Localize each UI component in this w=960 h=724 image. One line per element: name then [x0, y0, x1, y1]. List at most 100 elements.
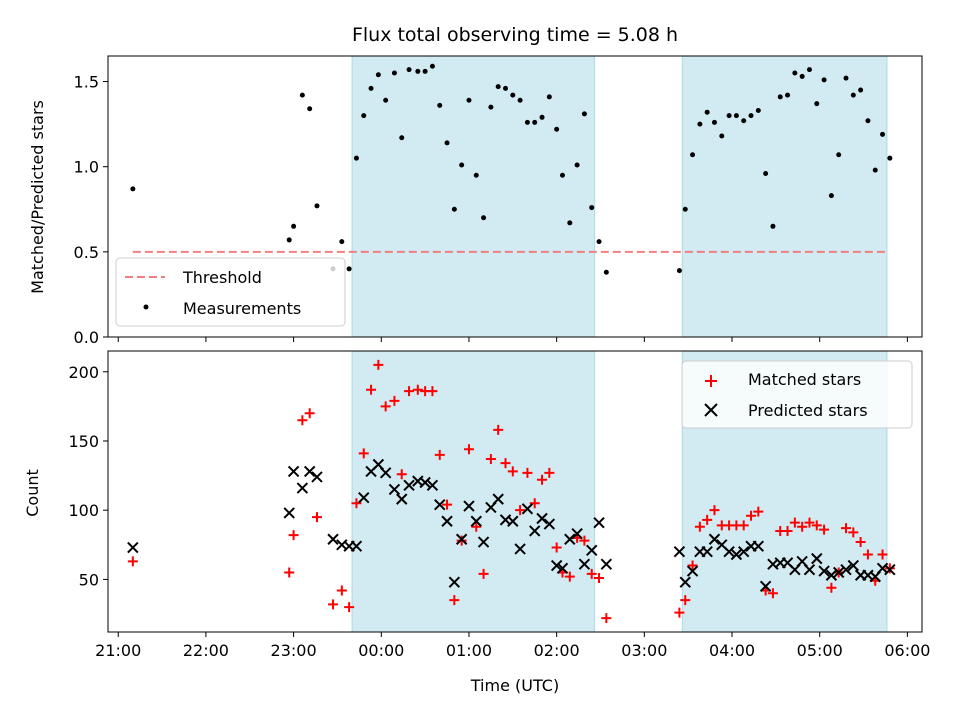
matched-star-point	[702, 514, 713, 525]
y-tick-label: 1.5	[74, 73, 99, 92]
matched-star-point	[507, 466, 518, 477]
measurement-point	[383, 97, 389, 103]
predicted-star-point	[396, 493, 408, 505]
matched-star-point	[304, 408, 315, 419]
measurement-point	[473, 172, 479, 178]
predicted-star-point	[403, 479, 415, 491]
measurement-point	[697, 121, 703, 127]
bottom-legend: Matched stars Predicted stars	[681, 360, 913, 429]
predicted-star-point	[723, 546, 735, 558]
measurement-point	[596, 239, 602, 245]
predicted-star-point	[477, 536, 490, 548]
matched-star-point	[709, 505, 720, 516]
predicted-star-point	[803, 564, 816, 576]
y-tick-label: 100	[68, 501, 99, 520]
predicted-star-point	[521, 503, 534, 515]
matched-star-point	[680, 595, 691, 606]
matched-star-point	[127, 556, 138, 567]
top-legend-box	[115, 257, 346, 327]
matched-star-point	[404, 386, 415, 397]
measurement-point	[503, 85, 509, 91]
predicted-star-point	[571, 528, 583, 540]
measurement-point	[466, 97, 472, 103]
predicted-star-point	[507, 515, 519, 527]
matched-star-point	[674, 607, 685, 618]
matched-star-point	[412, 384, 423, 395]
top-panel: 0.0 0.5 1.0 1.5 Matched/Predicted stars Thr…	[28, 55, 923, 347]
predicted-star-point	[514, 543, 526, 555]
matched-star-point	[841, 523, 852, 534]
x-axis-label: Time (UTC)	[470, 676, 559, 695]
predicted-star-point	[287, 465, 300, 478]
predicted-star-point	[832, 566, 845, 579]
predicted-star-point	[434, 498, 446, 511]
matched-star-point	[767, 588, 778, 599]
measurement-point	[539, 114, 545, 120]
predicted-star-point	[303, 465, 316, 478]
matched-star-point	[601, 613, 612, 624]
x-tick-label: 22:00	[183, 641, 229, 660]
measurement-point	[399, 135, 405, 141]
matched-star-point	[877, 549, 888, 560]
predicted-star-point	[529, 525, 541, 537]
measurement-point	[603, 269, 609, 275]
y-tick-label: 1.0	[74, 158, 99, 177]
bottom-y-axis-label: Count	[23, 469, 42, 517]
matched-star-point	[471, 521, 482, 532]
measurement-point	[589, 205, 595, 211]
matched-star-point	[544, 467, 555, 478]
matched-star-point	[594, 573, 605, 584]
measurement-point	[481, 215, 487, 221]
measurement-point	[763, 171, 769, 177]
matched-star-point	[515, 505, 526, 516]
measurement-point	[872, 167, 878, 173]
matched-star-point	[389, 395, 400, 406]
matched-star-point	[753, 506, 764, 517]
predicted-star-point	[752, 540, 765, 552]
matched-star-point	[478, 568, 489, 579]
measurement-point	[748, 113, 754, 119]
x-tick-label: 05:00	[797, 641, 843, 660]
predicted-star-point	[673, 546, 686, 558]
matched-star-point	[694, 521, 705, 532]
measurement-point	[880, 131, 886, 137]
measurement-point	[814, 101, 820, 107]
matched-star-point	[687, 560, 698, 571]
top-plot-frame	[107, 55, 923, 338]
measurement-point	[510, 92, 516, 98]
predicted-star-point	[283, 507, 295, 519]
measurement-point	[429, 63, 435, 69]
predicted-star-point	[593, 516, 605, 529]
predicted-star-point	[847, 559, 860, 572]
matched-star-point	[351, 498, 362, 509]
measurement-point	[353, 155, 359, 161]
measurement-point	[307, 106, 313, 112]
measurement-point	[368, 85, 374, 91]
predicted-star-point	[426, 479, 439, 491]
measurement-point	[314, 203, 320, 209]
measurement-point	[741, 118, 747, 124]
matched-star-point	[782, 525, 793, 536]
predicted-star-point	[441, 515, 453, 527]
measurement-point	[755, 107, 761, 113]
predicted-star-point	[379, 467, 392, 479]
predicted-star-point	[327, 533, 339, 545]
measurement-point	[361, 113, 367, 119]
observing-window-band	[351, 55, 596, 338]
matched-star-point	[522, 467, 533, 478]
measurement-point	[444, 140, 450, 146]
predicted-star-point	[825, 569, 838, 581]
observing-window-band	[351, 350, 596, 633]
measurement-point	[690, 152, 696, 158]
predicted-star-point	[564, 533, 576, 545]
matched-star-point	[826, 582, 837, 593]
measurement-point	[391, 70, 397, 76]
matched-legend-label: Matched stars	[748, 370, 861, 389]
predicted-star-point	[884, 564, 896, 576]
matched-star-point	[797, 521, 808, 532]
x-tick-label: 21:00	[95, 641, 141, 660]
matched-star-point	[819, 524, 830, 535]
measurement-point	[821, 77, 827, 83]
measurement-point	[415, 68, 421, 74]
matched-star-point	[746, 510, 757, 521]
